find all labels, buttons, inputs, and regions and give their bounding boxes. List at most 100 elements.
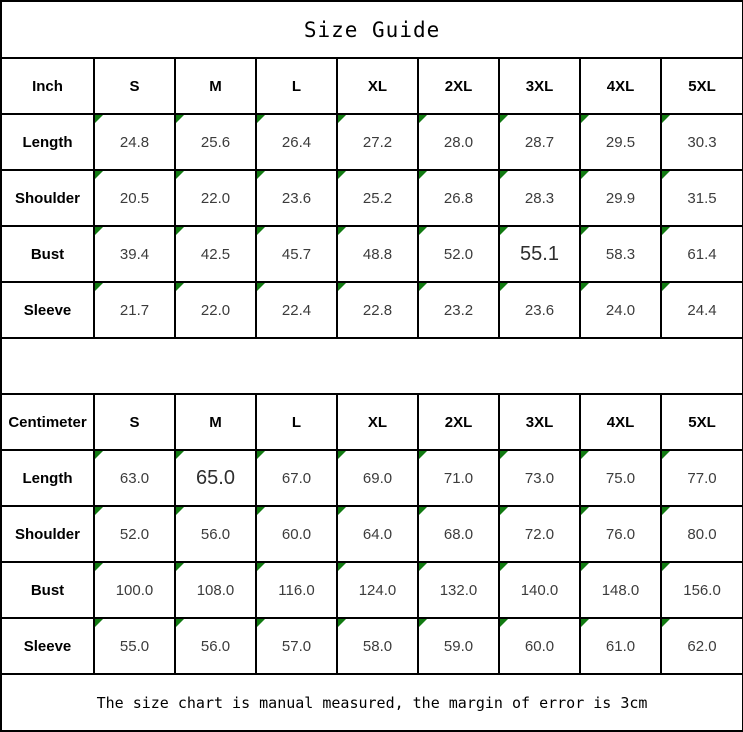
size-value: 45.7 <box>281 245 312 263</box>
size-value-cell: 68.0 <box>417 505 500 563</box>
table-row: Bust 100.0 108.0 116.0 124.0 132.0 140.0 148.0 1… <box>0 561 743 619</box>
green-corner-marker-icon <box>663 564 670 571</box>
size-value: 28.7 <box>524 133 555 151</box>
size-column-header: M <box>174 57 257 115</box>
size-value-cell: 56.0 <box>174 505 257 563</box>
green-corner-marker-icon <box>582 116 589 123</box>
size-value-cell: 23.6 <box>498 281 581 339</box>
size-column-header: 4XL <box>579 57 662 115</box>
size-value: 62.0 <box>687 637 717 655</box>
green-corner-marker-icon <box>420 452 427 459</box>
row-label: Sleeve <box>0 281 95 339</box>
green-corner-marker-icon <box>420 620 427 627</box>
table-row: Shoulder 20.5 22.0 23.6 25.2 26.8 28.3 29.9 31.5 <box>0 169 743 227</box>
size-value: 24.0 <box>605 301 636 319</box>
size-value: 55.1 <box>520 242 559 265</box>
size-value: 21.7 <box>119 301 150 319</box>
green-corner-marker-icon <box>663 508 670 515</box>
size-value-cell: 24.4 <box>659 281 743 339</box>
table-row: Sleeve 21.7 22.0 22.4 22.8 23.2 23.6 24.0 24.4 <box>0 281 743 339</box>
size-value-cell: 39.4 <box>93 225 176 283</box>
size-value-cell: 148.0 <box>579 561 662 619</box>
size-value: 26.4 <box>281 133 312 151</box>
row-label: Bust <box>0 225 95 283</box>
size-value: 156.0 <box>683 581 721 599</box>
size-value: 148.0 <box>601 581 640 599</box>
green-corner-marker-icon <box>339 116 346 123</box>
size-value: 58.0 <box>362 637 393 655</box>
size-value-cell: 55.0 <box>93 617 176 675</box>
size-value: 116.0 <box>278 581 315 599</box>
green-corner-marker-icon <box>501 228 508 235</box>
green-corner-marker-icon <box>96 284 103 291</box>
size-value: 25.2 <box>362 189 393 207</box>
size-value: 22.0 <box>200 189 231 207</box>
size-value: 63.0 <box>119 469 150 487</box>
green-corner-marker-icon <box>258 508 265 515</box>
green-corner-marker-icon <box>420 228 427 235</box>
size-column-header: XL <box>336 57 419 115</box>
green-corner-marker-icon <box>258 452 265 459</box>
size-value-cell: 124.0 <box>336 561 419 619</box>
size-value: 77.0 <box>687 469 717 487</box>
green-corner-marker-icon <box>663 116 670 123</box>
footer-note: The size chart is manual measured, the m… <box>0 673 743 732</box>
green-corner-marker-icon <box>582 284 589 291</box>
size-value-cell: 22.0 <box>174 169 257 227</box>
size-value-cell: 25.2 <box>336 169 419 227</box>
green-corner-marker-icon <box>663 620 670 627</box>
size-column-header: 5XL <box>659 393 743 451</box>
size-value: 23.2 <box>443 301 474 319</box>
size-value-cell: 25.6 <box>174 113 257 171</box>
size-value: 76.0 <box>605 525 636 543</box>
size-value-cell: 28.7 <box>498 113 581 171</box>
size-value-cell: 60.0 <box>498 617 581 675</box>
size-value-cell: 61.0 <box>579 617 662 675</box>
green-corner-marker-icon <box>663 452 670 459</box>
size-column-header: 2XL <box>417 393 500 451</box>
size-header-row: Centimeter S M L XL 2XL 3XL 4XL 5XL <box>0 393 743 451</box>
size-value: 124.0 <box>358 581 397 599</box>
table-row: Shoulder 52.0 56.0 60.0 64.0 68.0 72.0 76.0 80.0 <box>0 505 743 563</box>
green-corner-marker-icon <box>177 284 184 291</box>
green-corner-marker-icon <box>339 564 346 571</box>
green-corner-marker-icon <box>258 564 265 571</box>
green-corner-marker-icon <box>339 452 346 459</box>
size-column-header: M <box>174 393 257 451</box>
gap-cell <box>0 337 743 395</box>
green-corner-marker-icon <box>501 284 508 291</box>
table-gap-row <box>0 337 743 395</box>
green-corner-marker-icon <box>501 564 508 571</box>
size-column-header: S <box>93 393 176 451</box>
size-value-cell: 29.9 <box>579 169 662 227</box>
size-value-cell: 59.0 <box>417 617 500 675</box>
size-column-header: L <box>255 393 338 451</box>
size-value-cell: 63.0 <box>93 449 176 507</box>
green-corner-marker-icon <box>96 508 103 515</box>
size-value: 28.0 <box>443 133 474 151</box>
table-row: Bust 39.4 42.5 45.7 48.8 52.0 55.1 58.3 61.4 <box>0 225 743 283</box>
size-value-cell: 28.0 <box>417 113 500 171</box>
green-corner-marker-icon <box>582 228 589 235</box>
size-value-cell: 156.0 <box>659 561 743 619</box>
green-corner-marker-icon <box>177 620 184 627</box>
size-value: 59.0 <box>443 637 474 655</box>
unit-label: Inch <box>0 57 95 115</box>
size-value: 22.4 <box>281 301 312 319</box>
green-corner-marker-icon <box>501 116 508 123</box>
size-value-cell: 48.8 <box>336 225 419 283</box>
size-value: 39.4 <box>119 245 150 263</box>
green-corner-marker-icon <box>663 284 670 291</box>
green-corner-marker-icon <box>501 172 508 179</box>
green-corner-marker-icon <box>258 172 265 179</box>
size-value-cell: 28.3 <box>498 169 581 227</box>
table-row: Length 63.0 65.0 67.0 69.0 71.0 73.0 75.0 77.0 <box>0 449 743 507</box>
green-corner-marker-icon <box>663 172 670 179</box>
size-value-cell: 72.0 <box>498 505 581 563</box>
size-value: 20.5 <box>119 189 150 207</box>
green-corner-marker-icon <box>177 172 184 179</box>
size-value: 55.0 <box>119 637 150 655</box>
size-value: 61.4 <box>687 245 717 263</box>
size-value-cell: 52.0 <box>417 225 500 283</box>
row-label: Sleeve <box>0 617 95 675</box>
